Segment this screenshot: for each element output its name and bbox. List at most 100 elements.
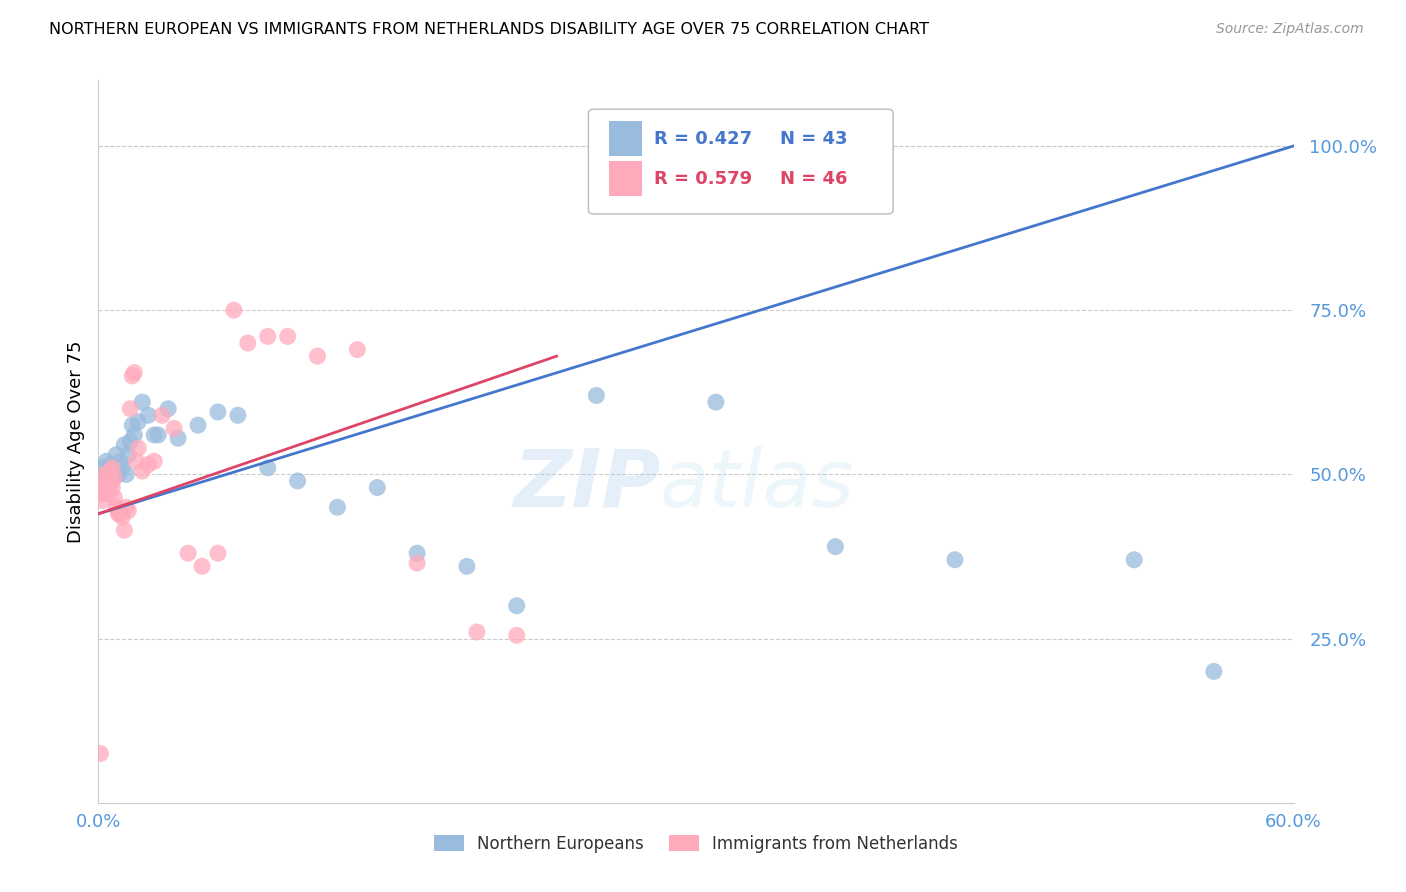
Point xyxy=(256,460,278,475)
Point xyxy=(150,409,173,423)
Point xyxy=(136,458,159,472)
Point xyxy=(112,523,135,537)
Point xyxy=(91,493,114,508)
Point xyxy=(96,477,118,491)
Point xyxy=(103,460,125,475)
Point xyxy=(93,467,115,482)
Point xyxy=(101,474,124,488)
Point xyxy=(115,467,138,482)
Point xyxy=(98,458,122,472)
Point xyxy=(277,329,299,343)
Point xyxy=(93,467,115,482)
Point xyxy=(120,434,142,449)
Point xyxy=(105,500,128,515)
Point xyxy=(117,503,139,517)
Point xyxy=(287,474,309,488)
Y-axis label: Disability Age Over 75: Disability Age Over 75 xyxy=(66,340,84,543)
Legend: Northern Europeans, Immigrants from Netherlands: Northern Europeans, Immigrants from Neth… xyxy=(427,828,965,860)
Point xyxy=(117,448,139,462)
Point xyxy=(585,388,607,402)
Point xyxy=(1123,553,1146,567)
Point xyxy=(111,460,134,475)
Point xyxy=(163,421,186,435)
FancyBboxPatch shape xyxy=(589,109,893,214)
Point xyxy=(111,510,134,524)
Point xyxy=(222,303,245,318)
Text: ZIP: ZIP xyxy=(513,446,661,524)
Point xyxy=(236,336,259,351)
Point xyxy=(112,438,135,452)
Point xyxy=(1202,665,1225,679)
Point xyxy=(97,487,120,501)
Point xyxy=(307,349,329,363)
Point xyxy=(103,471,125,485)
Point xyxy=(101,481,124,495)
Point xyxy=(97,464,120,478)
Point xyxy=(226,409,249,423)
Point xyxy=(110,507,132,521)
Point xyxy=(207,405,229,419)
Point xyxy=(125,454,148,468)
Text: atlas: atlas xyxy=(661,446,855,524)
Point xyxy=(89,474,111,488)
Point xyxy=(124,366,146,380)
Point xyxy=(148,428,170,442)
Point xyxy=(96,471,118,485)
Point xyxy=(120,401,142,416)
Point xyxy=(121,418,143,433)
Point xyxy=(167,431,190,445)
Point xyxy=(107,503,129,517)
Point xyxy=(97,474,120,488)
Point xyxy=(256,329,278,343)
Point xyxy=(93,481,115,495)
Point xyxy=(91,481,114,495)
Point xyxy=(110,454,132,468)
Text: N = 46: N = 46 xyxy=(779,169,848,187)
Point xyxy=(136,409,159,423)
FancyBboxPatch shape xyxy=(609,121,643,156)
Point xyxy=(506,628,529,642)
Point xyxy=(131,464,153,478)
Point xyxy=(824,540,846,554)
Point xyxy=(465,625,488,640)
Point xyxy=(406,556,429,570)
Point xyxy=(131,395,153,409)
Point xyxy=(943,553,966,567)
Point xyxy=(143,454,166,468)
Point xyxy=(89,487,111,501)
Text: N = 43: N = 43 xyxy=(779,130,848,148)
Point xyxy=(101,460,124,475)
Point xyxy=(121,368,143,383)
Point xyxy=(91,460,114,475)
Point xyxy=(105,448,128,462)
Text: NORTHERN EUROPEAN VS IMMIGRANTS FROM NETHERLANDS DISABILITY AGE OVER 75 CORRELAT: NORTHERN EUROPEAN VS IMMIGRANTS FROM NET… xyxy=(49,22,929,37)
Point xyxy=(107,467,129,482)
Text: Source: ZipAtlas.com: Source: ZipAtlas.com xyxy=(1216,22,1364,37)
Point xyxy=(704,395,727,409)
Point xyxy=(326,500,349,515)
Point xyxy=(96,454,118,468)
Point xyxy=(103,491,125,505)
Text: R = 0.427: R = 0.427 xyxy=(654,130,752,148)
Point xyxy=(406,546,429,560)
Point xyxy=(187,418,209,433)
Point xyxy=(207,546,229,560)
Point xyxy=(127,415,149,429)
FancyBboxPatch shape xyxy=(609,161,643,196)
Point xyxy=(115,500,138,515)
Point xyxy=(506,599,529,613)
Point xyxy=(177,546,200,560)
Point xyxy=(346,343,368,357)
Point xyxy=(98,464,122,478)
Point xyxy=(127,441,149,455)
Point xyxy=(191,559,214,574)
Point xyxy=(98,474,122,488)
Point xyxy=(93,483,115,498)
Point xyxy=(366,481,388,495)
Point xyxy=(89,474,111,488)
Point xyxy=(89,747,111,761)
Point xyxy=(456,559,478,574)
Point xyxy=(157,401,180,416)
Text: R = 0.579: R = 0.579 xyxy=(654,169,752,187)
Point xyxy=(107,507,129,521)
